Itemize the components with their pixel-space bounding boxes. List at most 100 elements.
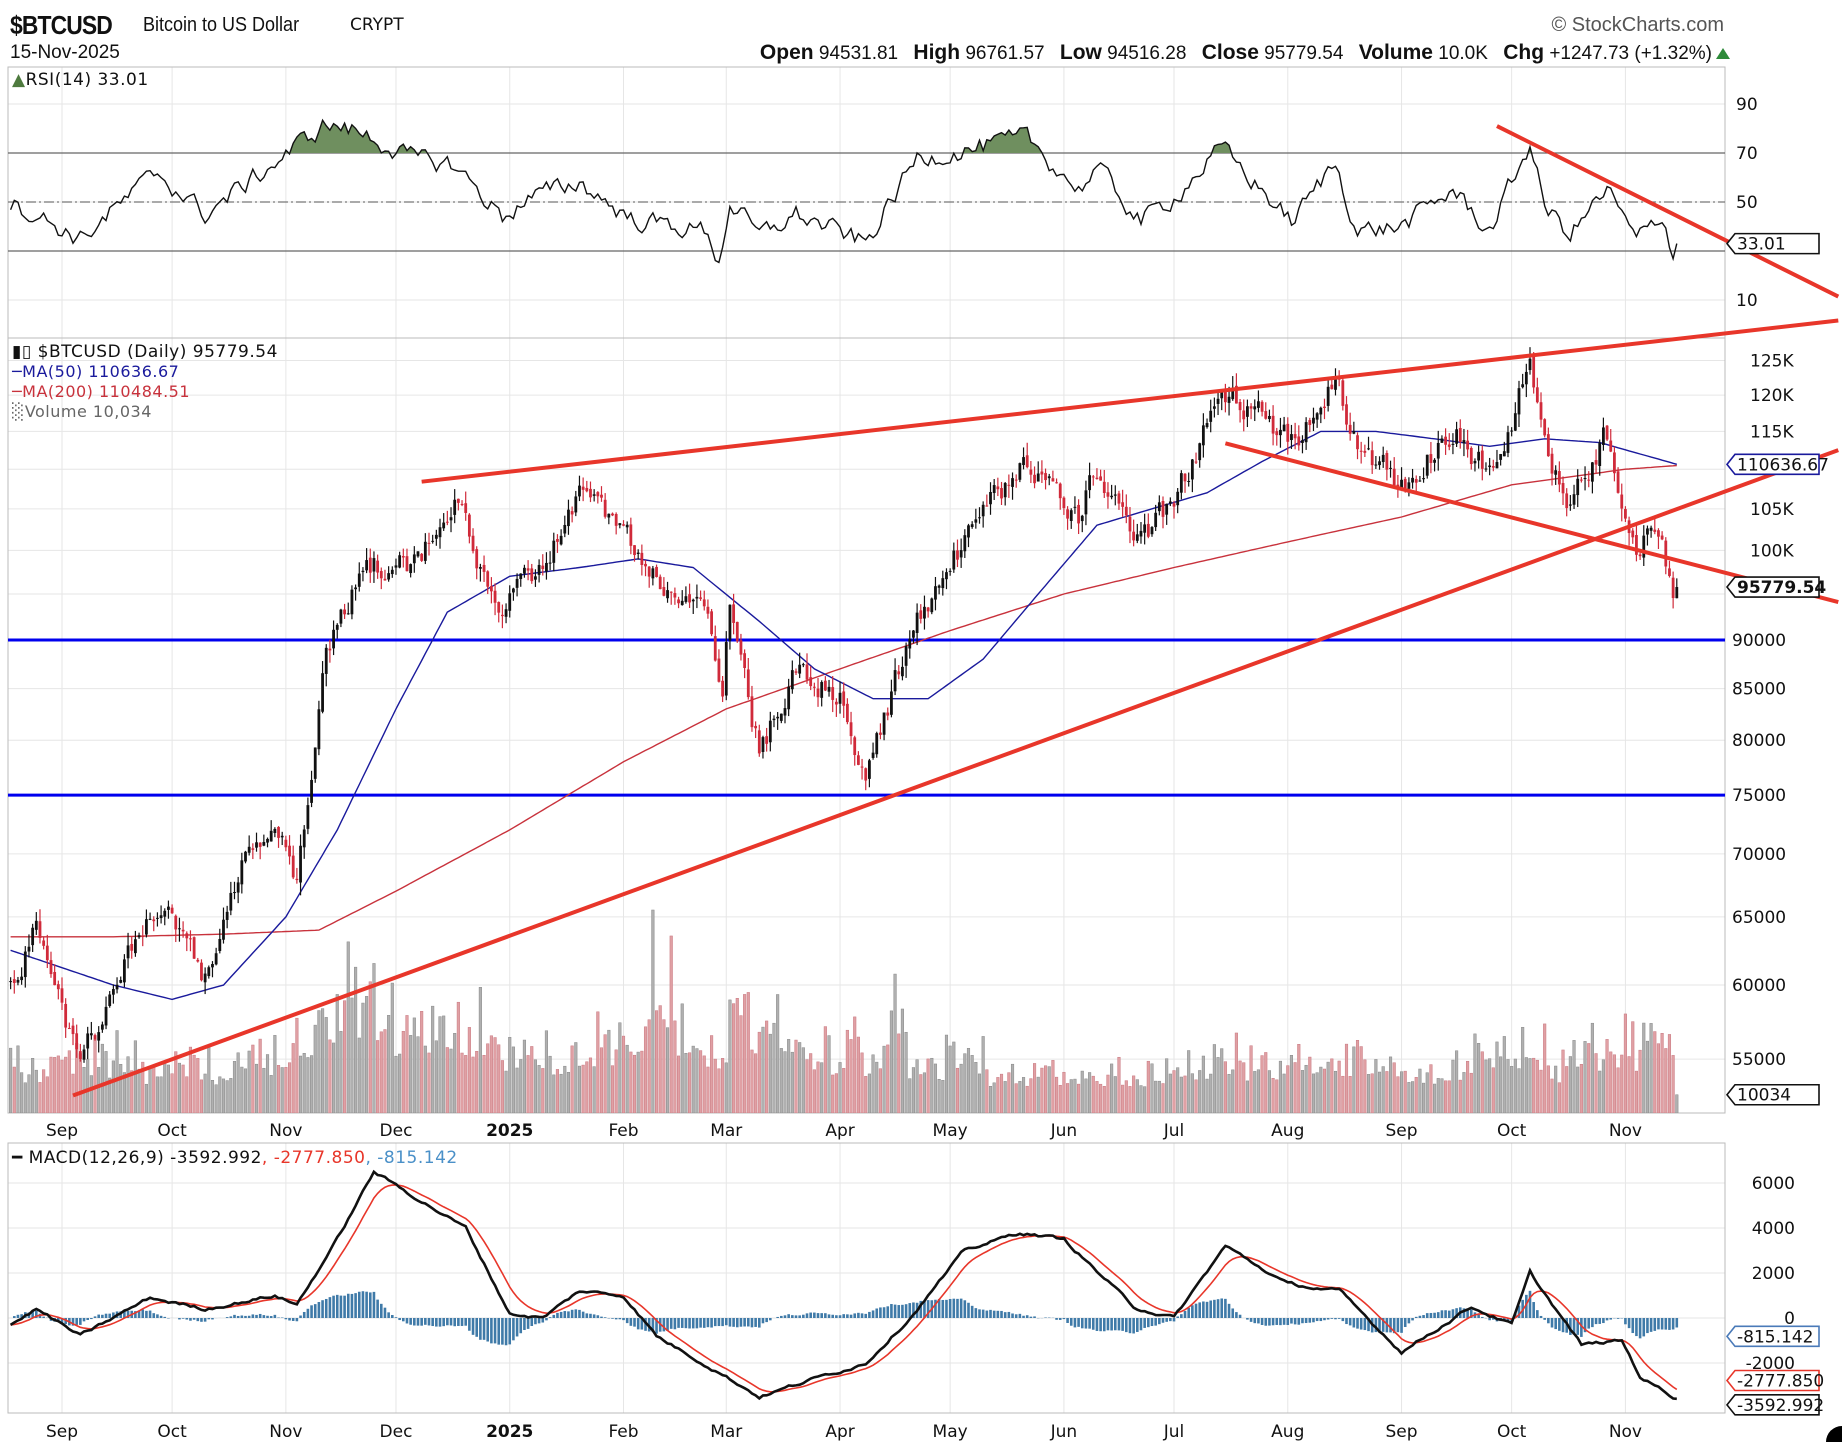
volume-bar [504, 1070, 508, 1113]
macd-histogram-bar [699, 1318, 702, 1328]
volume-bar [122, 1072, 126, 1113]
volume-bar [1576, 1066, 1580, 1113]
price-candle [1418, 480, 1422, 482]
price-candle [1506, 432, 1510, 453]
price-candle [559, 535, 563, 545]
macd-histogram-bar [956, 1298, 959, 1318]
price-candle [27, 946, 31, 952]
volume-bar [1499, 1056, 1503, 1113]
volume-bar [834, 1073, 838, 1113]
rsi-tick-label: 10 [1736, 291, 1758, 311]
price-candle [67, 1028, 71, 1030]
macd-histogram-bar [145, 1310, 148, 1318]
macd-histogram-bar [508, 1318, 512, 1345]
macd-histogram-bar [438, 1318, 442, 1327]
price-candle [23, 951, 27, 978]
price-candle [1657, 530, 1660, 537]
macd-histogram-bar [853, 1313, 857, 1318]
macd-histogram-bar [761, 1318, 765, 1324]
macd-histogram-bar [809, 1312, 812, 1318]
rsi-overbought-fill [10, 120, 1677, 153]
macd-histogram-bar [1205, 1301, 1209, 1318]
candle-icon: ▮▯ [12, 342, 32, 362]
macd-histogram-bar [1235, 1312, 1238, 1318]
volume-bar [1422, 1082, 1426, 1113]
macd-histogram-bar [123, 1310, 126, 1318]
macd-histogram-bar [552, 1314, 556, 1318]
volume-bar [1227, 1074, 1231, 1113]
price-candle [1172, 503, 1176, 507]
price-candle [853, 737, 857, 756]
volume-bar [1212, 1044, 1216, 1113]
price-candle [790, 670, 794, 690]
price-candle [845, 703, 849, 723]
volume-bar [313, 1024, 317, 1113]
price-candle [390, 569, 394, 575]
volume-bar [1433, 1083, 1437, 1113]
volume-bar [768, 1033, 772, 1113]
price-candle [1455, 429, 1458, 444]
macd-histogram-bar [1158, 1318, 1161, 1325]
volume-bar [1278, 1060, 1282, 1113]
price-candle [222, 919, 225, 940]
price-candle [434, 534, 438, 539]
price-candle [181, 929, 185, 932]
price-candle [1668, 568, 1671, 576]
volume-bar [522, 1039, 526, 1113]
rsi-line [9, 118, 1678, 264]
macd-histogram-bar [541, 1318, 545, 1323]
volume-bar [409, 1035, 413, 1113]
volume-bar [49, 1056, 53, 1113]
volume-bar [372, 963, 376, 1113]
macd-histogram-bar [1187, 1307, 1190, 1318]
macd-histogram-bar [1286, 1318, 1290, 1326]
macd-histogram-bar [468, 1318, 471, 1331]
price-candle [508, 593, 512, 611]
price-candle [122, 959, 126, 983]
volume-bar [1363, 1059, 1367, 1113]
macd-histogram-bar [937, 1298, 941, 1318]
macd-histogram-bar [1422, 1315, 1425, 1318]
price-candle [1620, 494, 1624, 509]
volume-bar [541, 1068, 545, 1113]
macd-histogram-bar [31, 1310, 34, 1318]
macd-histogram-bar [339, 1295, 343, 1318]
price-candle [189, 938, 192, 940]
volume-value-label-box [1725, 1083, 1820, 1106]
month-label: Jul [1163, 1121, 1185, 1141]
volume-bar [640, 1050, 644, 1113]
price-candle [904, 646, 908, 666]
price-candle [930, 598, 934, 613]
price-candle [64, 1003, 68, 1028]
price-candle [750, 696, 754, 728]
price-candle [1315, 413, 1319, 420]
price-candle [978, 517, 981, 519]
macd-histogram-bar [923, 1301, 926, 1318]
volume-bar [596, 1011, 600, 1113]
price-candle [277, 827, 280, 838]
volume-bar [9, 1047, 13, 1113]
volume-bar [985, 1069, 989, 1113]
price-candle [1517, 388, 1521, 415]
volume-bar [688, 1052, 692, 1113]
price-candle [801, 664, 805, 666]
macd-histogram-bar [317, 1302, 321, 1318]
macd-histogram-bar [545, 1318, 548, 1321]
price-candle [200, 962, 203, 981]
volume-bar [1396, 1076, 1400, 1113]
volume-bar [882, 1045, 886, 1113]
volume-bar [669, 935, 673, 1113]
volume-bar [449, 1048, 453, 1113]
volume-bar [1440, 1078, 1444, 1113]
price-candle [534, 576, 537, 580]
chg-label: Chg [1503, 41, 1545, 64]
volume-bar [937, 1078, 941, 1113]
volume-bar [1245, 1080, 1249, 1113]
macd-histogram-bar [86, 1318, 89, 1320]
rsi-value-label-box [1725, 232, 1820, 255]
price-candle [592, 494, 596, 496]
volume-bar [269, 1075, 273, 1113]
price-candle [838, 692, 842, 704]
price-candle [1223, 389, 1227, 403]
